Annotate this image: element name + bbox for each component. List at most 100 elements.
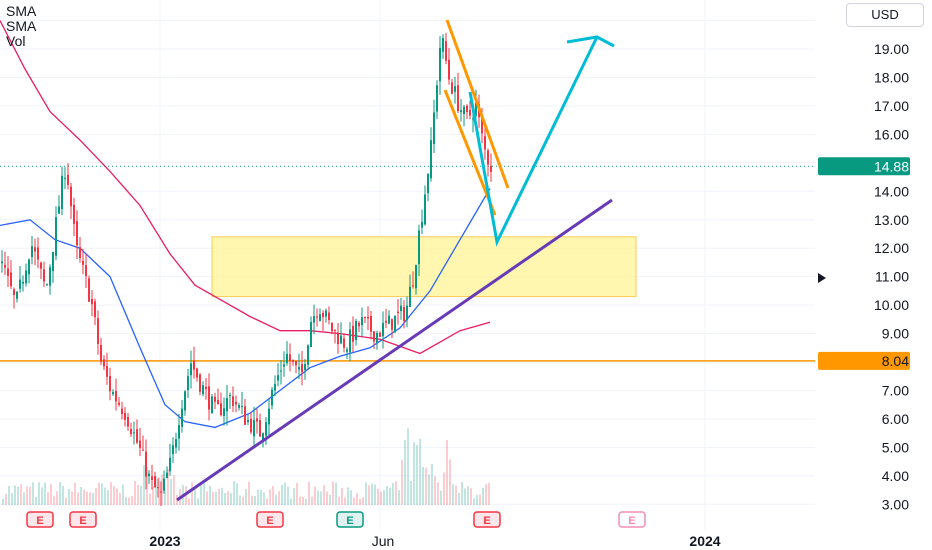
volume-bar (5, 493, 7, 505)
candle-body (121, 408, 123, 415)
candle-body (193, 360, 195, 370)
legend-volume[interactable]: Vol (6, 33, 26, 49)
candle-body (259, 420, 261, 437)
candle-body (466, 105, 468, 112)
volume-bar (473, 498, 475, 505)
volume-bar (14, 485, 16, 505)
grid (0, 0, 815, 530)
volume-bar (479, 494, 481, 505)
volume-bar (422, 467, 424, 505)
earnings-marker[interactable]: E (473, 511, 501, 528)
volume-bar (359, 498, 361, 505)
candle-body (67, 174, 69, 185)
candle-body (61, 175, 63, 210)
candle-body (16, 291, 18, 299)
candle-body (427, 174, 429, 194)
legend-sma-slow[interactable]: SMA (6, 18, 37, 34)
candle-body (409, 286, 411, 307)
candle-body (370, 316, 372, 332)
flag-line-upper (445, 19, 510, 189)
candle-body (226, 398, 228, 412)
volume-bar (287, 486, 289, 505)
candle-body (454, 86, 456, 92)
candle-body (271, 389, 273, 406)
volume-bar (65, 497, 67, 505)
candle-body (385, 320, 387, 323)
candle-body (301, 364, 303, 373)
volume-bar (95, 487, 97, 505)
volume-bar (41, 487, 43, 505)
candle-body (388, 315, 390, 324)
volume-bar (485, 484, 487, 505)
earnings-marker[interactable]: E (618, 511, 646, 528)
earnings-marker[interactable]: E (26, 511, 54, 528)
candle-body (319, 314, 321, 321)
volume-bar (368, 485, 370, 505)
candle-body (346, 349, 348, 352)
volume-bar (335, 482, 337, 505)
candle-body (322, 312, 324, 318)
candle-body (328, 312, 330, 321)
volume-bar (197, 498, 199, 505)
candle-body (394, 315, 396, 333)
volume-bar (416, 444, 418, 505)
candle-body (109, 375, 111, 392)
candle-body (295, 361, 297, 366)
volume-bar (32, 482, 34, 505)
earnings-marker[interactable]: E (336, 511, 364, 528)
volume-bar (341, 488, 343, 505)
volume-bar (149, 493, 151, 505)
earnings-marker[interactable]: E (69, 511, 97, 528)
candle-body (265, 422, 267, 436)
candle-body (286, 353, 288, 364)
volume-bar (68, 488, 70, 505)
candle-body (1, 261, 3, 264)
volume-bar (167, 469, 169, 505)
earnings-marker[interactable]: E (256, 511, 284, 528)
currency-unit-button[interactable]: USD (846, 3, 924, 27)
volume-bar (374, 484, 376, 505)
candle-body (220, 403, 222, 416)
candle-body (457, 85, 459, 112)
candle-body (403, 306, 405, 321)
candlesticks (1, 32, 492, 507)
candle-body (373, 331, 375, 342)
volume-bar (143, 465, 145, 505)
volume-bar (434, 476, 436, 505)
volume-bar (221, 487, 223, 505)
legend-sma-fast[interactable]: SMA (6, 3, 37, 19)
candle-body (178, 425, 180, 439)
candle-body (433, 112, 435, 145)
candle-body (130, 429, 132, 435)
volume-bar (119, 493, 121, 505)
candle-body (208, 386, 210, 410)
volume-bar (353, 497, 355, 505)
volume-bar (254, 496, 256, 505)
volume-bar (278, 491, 280, 505)
candle-body (22, 281, 24, 284)
candle-body (229, 394, 231, 397)
candle-body (298, 367, 300, 370)
volume-bar (245, 488, 247, 505)
candle-body (382, 322, 384, 337)
candle-body (184, 391, 186, 411)
price-tick-label: 14.00 (874, 183, 909, 199)
candle-body (223, 408, 225, 417)
volume-bar (140, 485, 142, 505)
price-scale-marker-icon (818, 273, 826, 283)
price-tick-label: 4.00 (882, 468, 909, 484)
candle-body (358, 322, 360, 327)
earnings-marker-label: E (628, 515, 635, 527)
volume-bar (275, 494, 277, 505)
candle-body (292, 359, 294, 362)
candle-body (451, 82, 453, 94)
level-price-badge-text: 8.04 (882, 353, 909, 369)
volume-bar (329, 494, 331, 505)
projection-arrowhead (566, 35, 615, 48)
volume-bar (77, 492, 79, 505)
candle-body (424, 194, 426, 225)
volume-bar (191, 482, 193, 505)
volume-bar (146, 467, 148, 505)
volume-bar (449, 459, 451, 505)
